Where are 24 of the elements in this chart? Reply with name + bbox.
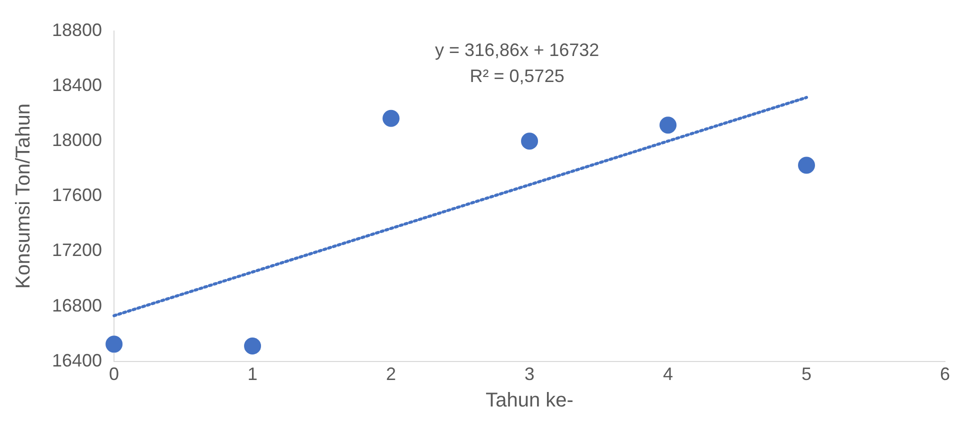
- y-tick-label: 17600: [52, 185, 102, 206]
- y-tick-label: 18800: [52, 20, 102, 40]
- x-tick-label: 1: [248, 364, 258, 384]
- x-tick-label: 3: [524, 364, 535, 384]
- y-tick-label: 16400: [52, 350, 102, 370]
- x-tick-label: 2: [386, 364, 396, 384]
- x-tick-label: 6: [940, 364, 950, 384]
- x-tick-label: 0: [109, 364, 120, 384]
- point: [798, 156, 816, 174]
- y-tick-label: 18000: [52, 130, 102, 150]
- annotation: y = 316,86x + 16732: [434, 40, 600, 60]
- y-tick-label: 16800: [52, 295, 102, 316]
- x-tick-label: 4: [663, 364, 674, 384]
- point: [521, 132, 538, 150]
- x-axis-title: Tahun ke-: [486, 390, 574, 412]
- point: [106, 336, 123, 353]
- annotation: R² = 0,5725: [470, 66, 564, 86]
- point: [660, 116, 677, 134]
- point: [244, 337, 262, 354]
- x-tick-label: 5: [802, 364, 812, 384]
- y-tick-label: 18400: [52, 74, 102, 95]
- y-axis-title: Konsumsi Ton/Tahun: [12, 103, 35, 289]
- y-tick-label: 17200: [52, 240, 102, 260]
- point: [382, 110, 400, 127]
